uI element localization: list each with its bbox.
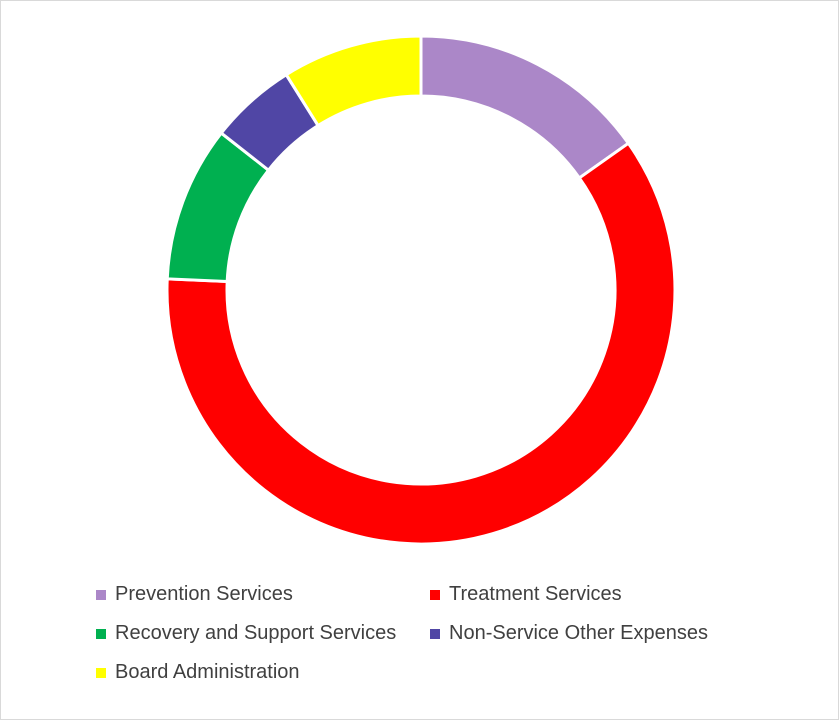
legend-swatch-treatment-services [430, 589, 440, 600]
legend-swatch-board-administration [96, 667, 106, 678]
donut-slice-treatment-services [165, 141, 677, 546]
legend-swatch-prevention-services [96, 589, 106, 600]
legend-label-prevention-services: Prevention Services [115, 583, 293, 605]
legend-item-recovery-and-support-services: Recovery and Support Services [96, 622, 396, 645]
legend-label-recovery-and-support-services: Recovery and Support Services [115, 622, 397, 644]
legend-item-treatment-services: Treatment Services [430, 583, 622, 606]
donut-slice-board-administration [284, 34, 423, 128]
legend-label-board-administration: Board Administration [115, 661, 300, 683]
legend-item-board-administration: Board Administration [96, 661, 300, 684]
legend-swatch-recovery-and-support-services [96, 628, 106, 639]
legend-label-non-service-other-expenses: Non-Service Other Expenses [449, 622, 709, 644]
legend-label-treatment-services: Treatment Services [449, 583, 622, 605]
donut-slice-prevention-services [419, 34, 631, 181]
legend-item-non-service-other-expenses: Non-Service Other Expenses [430, 622, 708, 645]
legend-item-prevention-services: Prevention Services [96, 583, 293, 606]
legend-swatch-non-service-other-expenses [430, 628, 440, 639]
